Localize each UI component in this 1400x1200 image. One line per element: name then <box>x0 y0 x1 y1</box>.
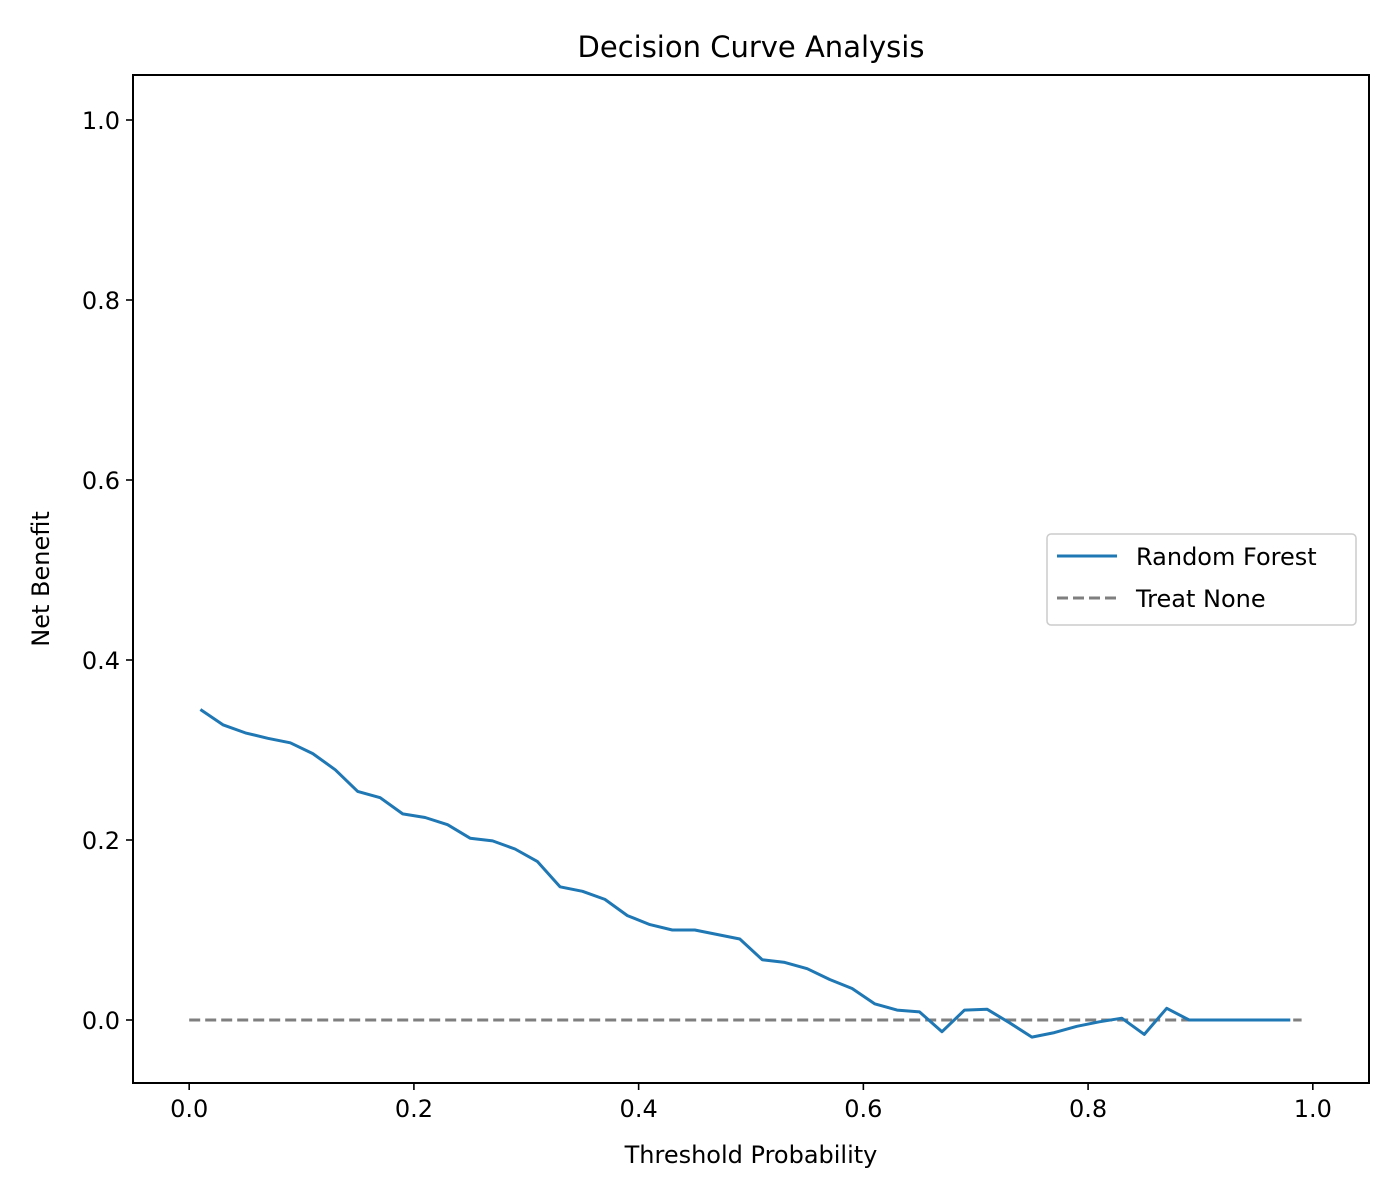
y-axis: 0.0 0.2 0.4 0.6 0.8 1.0 <box>82 107 133 1035</box>
x-tick-label: 0.2 <box>395 1095 433 1123</box>
x-tick-label: 0.0 <box>170 1095 208 1123</box>
chart-title: Decision Curve Analysis <box>578 30 925 64</box>
y-tick-label: 0.8 <box>82 287 120 315</box>
legend: Random Forest Treat None <box>1046 533 1357 626</box>
series-line-random-forest <box>199 708 1291 1039</box>
x-tick-label: 0.6 <box>844 1095 882 1123</box>
y-tick-label: 0.6 <box>82 467 120 495</box>
y-tick-label: 0.2 <box>82 827 120 855</box>
y-tick-label: 1.0 <box>82 107 120 135</box>
legend-box <box>1046 533 1357 626</box>
x-axis: 0.0 0.2 0.4 0.6 0.8 1.0 <box>170 1083 1332 1123</box>
x-tick-label: 0.4 <box>620 1095 658 1123</box>
x-axis-label: Threshold Probability <box>624 1141 878 1169</box>
y-tick-label: 0.0 <box>82 1007 120 1035</box>
x-tick-label: 0.8 <box>1069 1095 1107 1123</box>
y-axis-label: Net Benefit <box>27 511 55 647</box>
axes-frame <box>132 74 1370 1084</box>
legend-label-random-forest: Random Forest <box>1136 543 1317 571</box>
plot-area <box>189 708 1302 1039</box>
x-tick-label: 1.0 <box>1294 1095 1332 1123</box>
legend-label-treat-none: Treat None <box>1135 585 1266 613</box>
y-tick-label: 0.4 <box>82 647 120 675</box>
